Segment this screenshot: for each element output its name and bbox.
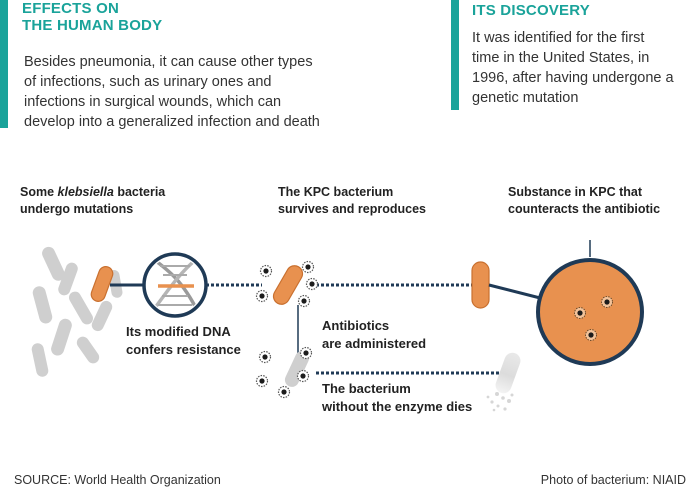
source-credit: SOURCE: World Health Organization bbox=[14, 473, 221, 487]
effects-body-line: of infections, such as urinary ones and bbox=[24, 74, 272, 90]
gray-bacterium bbox=[42, 246, 65, 281]
discovery-body-line: genetic mutation bbox=[472, 90, 579, 106]
discovery-body-line: time in the United States, in bbox=[472, 50, 650, 66]
gray-bacterium bbox=[32, 286, 53, 324]
antibiotic-particle-icon bbox=[299, 346, 313, 360]
kpc-bacterium bbox=[272, 265, 304, 305]
photo-credit: Photo of bacterium: NIAID bbox=[540, 473, 686, 487]
gray-bacterium bbox=[91, 300, 113, 332]
kpc-bacterium-right bbox=[471, 261, 490, 309]
antibiotic-particle-icon bbox=[259, 264, 273, 278]
discovery-body-line: 1996, after having undergone a bbox=[472, 70, 674, 86]
effects-body-line: infections in surgical wounds, which can bbox=[24, 94, 282, 110]
step1-line2: undergo mutations bbox=[20, 202, 134, 216]
step1-suffix: bacteria bbox=[117, 185, 166, 199]
step2-label: The KPC bacterium survives and reproduce… bbox=[278, 184, 468, 218]
antibiotics-note-line2: are administered bbox=[322, 336, 427, 351]
effects-title-line1: EFFECTS ON bbox=[22, 0, 120, 17]
antibiotics-note-line1: Antibiotics bbox=[322, 318, 390, 333]
antibiotic-particles bbox=[255, 260, 319, 308]
dna-note: Its modified DNA confers resistance bbox=[126, 323, 276, 359]
effects-body-line: Besides pneumonia, it can cause other ty… bbox=[24, 54, 313, 70]
effects-title: EFFECTS ON THE HUMAN BODY bbox=[22, 0, 162, 34]
gray-bacterium bbox=[58, 262, 78, 296]
gray-bacterium bbox=[69, 291, 93, 325]
step1-italic: klebsiella bbox=[57, 185, 114, 199]
enzyme-particle-icon bbox=[601, 296, 613, 308]
dna-note-line1: Its modified DNA bbox=[126, 324, 231, 339]
enzyme-particle-icon bbox=[585, 329, 597, 341]
bacterium-dies-note: The bacterium without the enzyme dies bbox=[322, 380, 512, 416]
dna-note-line2: confers resistance bbox=[126, 342, 241, 357]
antibiotic-particle-icon bbox=[305, 277, 319, 291]
antibiotic-particles-lower bbox=[255, 346, 313, 399]
step3-line2: counteracts the antibiotic bbox=[508, 202, 661, 216]
discovery-body-line: It was identified for the first bbox=[472, 30, 645, 46]
discovery-accent-bar bbox=[451, 0, 459, 110]
step2-line2: survives and reproduces bbox=[278, 202, 426, 216]
dying-bacterium bbox=[284, 351, 310, 387]
effects-accent-bar bbox=[0, 0, 8, 128]
enzyme-particle-icon bbox=[574, 307, 586, 319]
bacteria-cluster bbox=[31, 246, 123, 377]
gray-bacterium bbox=[51, 318, 72, 356]
antibiotic-particle-icon bbox=[255, 289, 269, 303]
disintegrating-bacterium bbox=[486, 352, 521, 412]
dna-magnifier bbox=[142, 252, 208, 318]
gray-bacterium bbox=[76, 336, 100, 364]
antibiotic-particle-icon bbox=[297, 294, 311, 308]
discovery-body: It was identified for the first time in … bbox=[472, 28, 694, 108]
discovery-title: ITS DISCOVERY bbox=[472, 2, 590, 19]
step3-label: Substance in KPC that counteracts the an… bbox=[508, 184, 694, 218]
antibiotic-particle-icon bbox=[296, 369, 310, 383]
step1-line1: Some klebsiella bacteria bbox=[20, 184, 240, 201]
mutated-bacterium bbox=[90, 266, 114, 302]
antibiotic-particle-icon bbox=[258, 350, 272, 364]
antibiotic-particle-icon bbox=[301, 260, 315, 274]
step3-line1: Substance in KPC that bbox=[508, 185, 643, 199]
step1-label: Some klebsiella bacteria undergo mutatio… bbox=[20, 184, 240, 218]
gray-bacterium bbox=[31, 343, 49, 377]
step1-prefix: Some bbox=[20, 185, 55, 199]
effects-body: Besides pneumonia, it can cause other ty… bbox=[24, 52, 369, 132]
bacterium-dies-note-line1: The bacterium bbox=[322, 381, 411, 396]
antibiotic-particle-icon bbox=[277, 385, 291, 399]
effects-body-line: develop into a generalized infection and… bbox=[24, 114, 320, 130]
antibiotic-particle-icon bbox=[255, 374, 269, 388]
antibiotics-note: Antibiotics are administered bbox=[322, 317, 472, 353]
bacterium-dies-note-line2: without the enzyme dies bbox=[322, 399, 473, 414]
magnified-cell-icon bbox=[536, 258, 644, 366]
step2-line1: The KPC bacterium bbox=[278, 185, 394, 199]
effects-title-line2: THE HUMAN BODY bbox=[22, 17, 163, 34]
